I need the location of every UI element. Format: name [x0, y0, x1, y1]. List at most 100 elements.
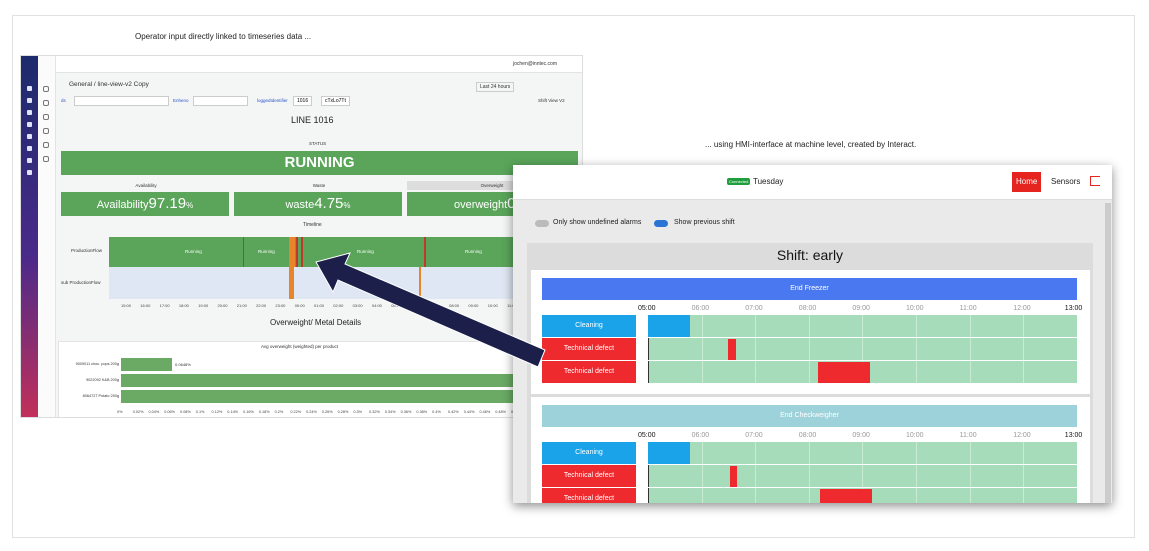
- toggle[interactable]: [654, 220, 668, 227]
- segment-label: Running: [357, 249, 374, 254]
- x-tick-label: 0.36%: [400, 410, 412, 414]
- hour-label: 09:00: [852, 432, 870, 439]
- hour-label: 08:00: [798, 432, 817, 439]
- link[interactable]: Shift View V2: [538, 98, 565, 103]
- toggle-label: Show previous shift: [674, 219, 735, 226]
- breadcrumb[interactable]: General / line-view-v2 Copy: [69, 81, 149, 88]
- nav-icon[interactable]: [27, 134, 32, 139]
- kpi-label: Availability: [135, 183, 157, 188]
- nav-icon[interactable]: [27, 122, 32, 127]
- line-title: LINE 1016: [291, 115, 334, 125]
- x-tick-label: 0.02%: [132, 410, 144, 414]
- bar: [121, 374, 515, 387]
- nav-icon[interactable]: [27, 170, 32, 175]
- time-tick: 09:00: [468, 303, 479, 308]
- day: Tuesday: [753, 177, 784, 186]
- y-tick-label: 9022092 K&B 200g: [86, 378, 119, 382]
- hmi-screenshot: Connected Tuesday Home Sensors Only show und…: [513, 165, 1112, 503]
- row-label: ProductionFlow: [71, 248, 103, 253]
- kpi-unit: %: [186, 201, 194, 210]
- hour-label: 10:00: [906, 432, 924, 439]
- arrow-shape: [315, 252, 546, 368]
- nav-icon[interactable]: [43, 86, 49, 92]
- hour-label: 08:00: [798, 305, 817, 312]
- sidebar-2: [38, 56, 56, 417]
- variable-input[interactable]: [74, 96, 169, 106]
- grid-line: [862, 442, 864, 503]
- nav-home[interactable]: Home: [1012, 172, 1042, 192]
- grid-line: [916, 442, 917, 503]
- row-label: Cleaning: [542, 442, 636, 464]
- kpi-name: overweight: [453, 199, 508, 211]
- scrollbar: [1105, 203, 1111, 503]
- nav-icon[interactable]: [43, 114, 49, 120]
- nav-icon[interactable]: [27, 158, 32, 163]
- x-tick-label: 0.4%: [432, 410, 441, 414]
- time-tick: 10:00: [487, 303, 498, 308]
- hour-label: 10:00: [906, 305, 924, 312]
- grid-line: [755, 315, 757, 384]
- x-tick-label: 0.26%: [321, 410, 333, 414]
- row-label: Technical defect: [542, 361, 636, 383]
- row-label: sub ProductionFlow: [61, 280, 101, 285]
- time-tick: 17:00: [159, 303, 170, 308]
- caption: ... using HMI-interface at machine level…: [705, 140, 917, 149]
- nav-sensors[interactable]: Sensors: [1051, 177, 1081, 186]
- time-tick: 23:00: [275, 303, 286, 308]
- variable-select[interactable]: 1016: [293, 96, 313, 106]
- variable-label: Enheno: [173, 98, 189, 103]
- variable-select[interactable]: cTxLo7Tt: [321, 96, 350, 106]
- hour-label: 05:00: [638, 432, 656, 439]
- time-range[interactable]: Last 24 hours: [476, 82, 515, 92]
- kpi-value: Availability97.19%: [61, 192, 229, 216]
- nav-icon[interactable]: [27, 98, 32, 103]
- nav-icon[interactable]: [27, 86, 32, 91]
- nav-icon[interactable]: [43, 128, 49, 134]
- event-block: [730, 466, 737, 487]
- user-menu[interactable]: jochen@inntec.com: [513, 61, 557, 67]
- hour-label: 09:00: [852, 305, 870, 312]
- time-tick: 00:00: [294, 303, 305, 308]
- time-tick: 03:00: [352, 303, 363, 308]
- event-block: [648, 315, 690, 337]
- hour-label: 07:00: [745, 305, 763, 312]
- x-tick-label: 0.44%: [463, 410, 475, 414]
- row-label: Cleaning: [542, 315, 636, 337]
- kpi-label: Waste: [312, 183, 326, 188]
- frame: [12, 15, 1135, 538]
- toggle[interactable]: [535, 220, 549, 227]
- nav-icon[interactable]: [27, 146, 32, 151]
- top-bar: [56, 56, 582, 73]
- nav-icon[interactable]: [43, 142, 49, 148]
- kpi-unit: %: [343, 201, 351, 210]
- event: [424, 237, 426, 267]
- variable-input[interactable]: [193, 96, 248, 106]
- segment-label: Running: [185, 249, 202, 254]
- status-badge: Connected: [727, 178, 751, 185]
- logout[interactable]: [1090, 176, 1100, 186]
- time-tick: 02:00: [333, 303, 344, 308]
- row-label: Technical defect: [542, 488, 636, 503]
- time-tick: 20:00: [217, 303, 228, 308]
- hour-label: 12:00: [1013, 305, 1031, 312]
- event: [289, 237, 295, 267]
- kpi-value: waste4.75%: [234, 192, 402, 216]
- x-tick-label: 0.18%: [258, 410, 270, 414]
- caption: Operator input directly linked to timese…: [135, 32, 312, 41]
- grid-line: [808, 442, 810, 503]
- x-tick-label: 0.08%: [180, 410, 191, 414]
- nav-icon[interactable]: [43, 156, 49, 162]
- status: RUNNING: [61, 151, 578, 175]
- grid-line: [808, 315, 810, 384]
- hour-label: 05:00: [638, 305, 656, 312]
- x-tick-label: 0.1%: [195, 410, 205, 414]
- x-tick-label: 0.42%: [447, 410, 459, 414]
- grid-line: [701, 315, 703, 384]
- hour-label: 11:00: [959, 432, 977, 439]
- status-label: STATUS: [309, 141, 327, 146]
- nav-icon[interactable]: [43, 100, 49, 106]
- hour-label: 06:00: [691, 432, 710, 439]
- x-tick-label: 0.34%: [384, 410, 396, 414]
- nav-icon[interactable]: [27, 110, 32, 115]
- segment-label: Running: [465, 249, 482, 254]
